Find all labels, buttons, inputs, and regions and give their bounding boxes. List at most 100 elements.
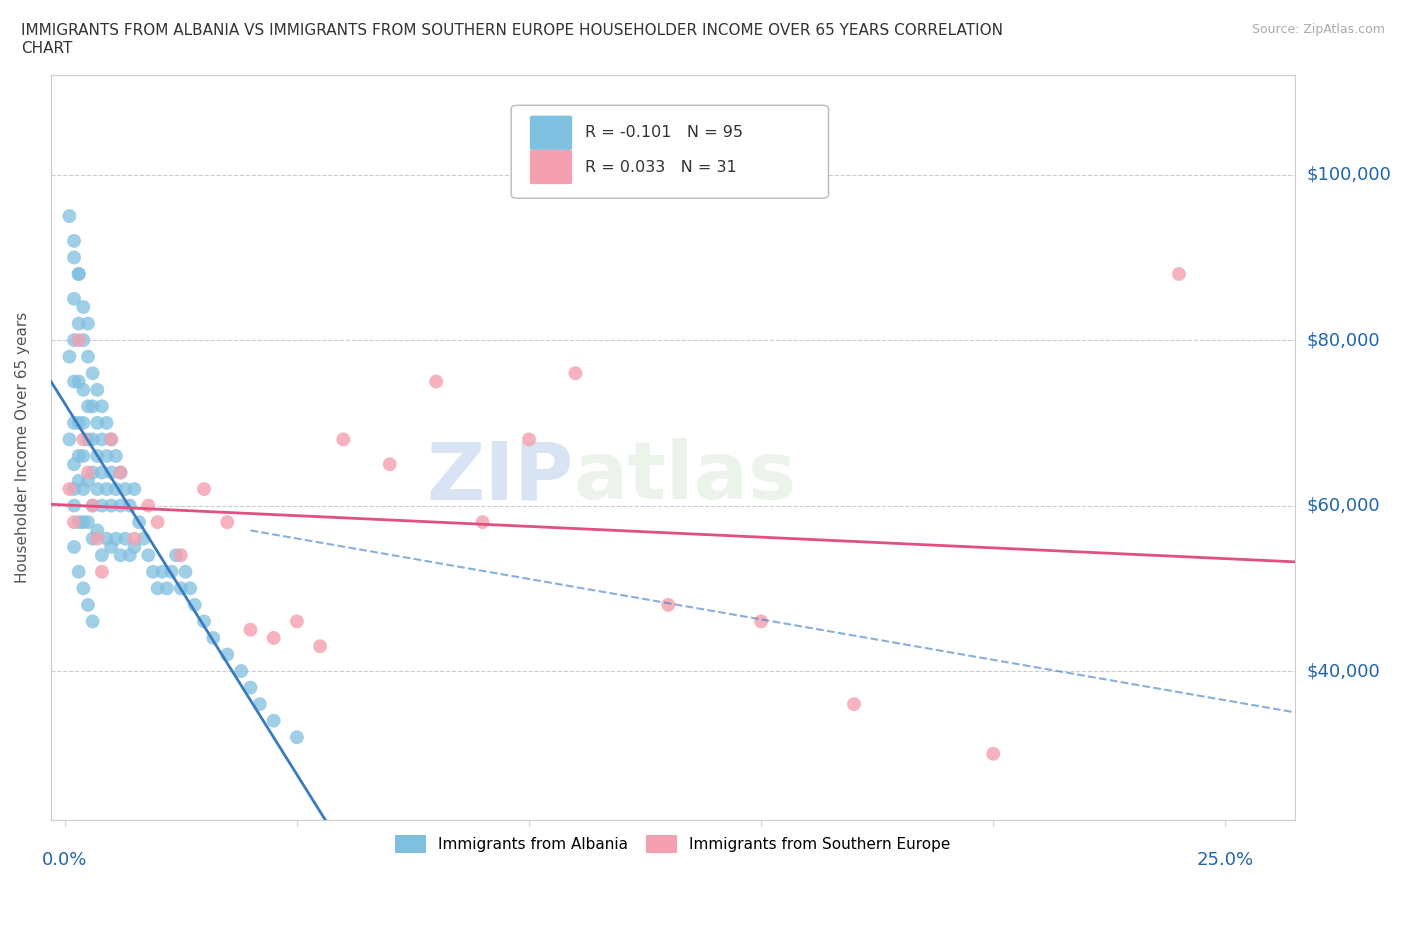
Point bbox=[82, 365, 104, 380]
Point bbox=[263, 631, 285, 645]
Point bbox=[90, 465, 112, 480]
Point bbox=[193, 482, 215, 497]
Text: $40,000: $40,000 bbox=[1306, 662, 1379, 680]
Point bbox=[77, 432, 100, 447]
Point bbox=[90, 565, 112, 579]
Point bbox=[100, 432, 122, 447]
Point bbox=[77, 316, 100, 331]
Point bbox=[170, 581, 193, 596]
Point bbox=[63, 233, 86, 248]
Text: $100,000: $100,000 bbox=[1306, 166, 1391, 184]
Text: $80,000: $80,000 bbox=[1306, 331, 1379, 349]
Text: $60,000: $60,000 bbox=[1306, 497, 1379, 514]
Point bbox=[77, 473, 100, 488]
Point bbox=[160, 565, 183, 579]
Point bbox=[842, 697, 865, 711]
Point bbox=[128, 514, 150, 529]
Point bbox=[72, 299, 94, 314]
Point bbox=[100, 498, 122, 513]
Point bbox=[67, 267, 90, 282]
Point bbox=[239, 622, 262, 637]
Point bbox=[100, 465, 122, 480]
Point bbox=[77, 514, 100, 529]
Point bbox=[309, 639, 332, 654]
Point bbox=[63, 250, 86, 265]
Point bbox=[86, 482, 108, 497]
Point bbox=[202, 631, 225, 645]
Point bbox=[136, 498, 159, 513]
Point bbox=[72, 416, 94, 431]
Point bbox=[67, 316, 90, 331]
Point bbox=[657, 597, 679, 612]
Point bbox=[77, 465, 100, 480]
Point bbox=[96, 416, 118, 431]
Point bbox=[86, 448, 108, 463]
Point bbox=[239, 680, 262, 695]
Point bbox=[77, 399, 100, 414]
Point bbox=[263, 713, 285, 728]
Point bbox=[170, 548, 193, 563]
Point bbox=[471, 514, 494, 529]
Point bbox=[110, 465, 132, 480]
Point bbox=[63, 539, 86, 554]
Point bbox=[110, 498, 132, 513]
Point bbox=[124, 482, 146, 497]
Point bbox=[63, 374, 86, 389]
Point bbox=[72, 382, 94, 397]
Point bbox=[179, 581, 201, 596]
Point bbox=[58, 432, 80, 447]
Point bbox=[58, 350, 80, 365]
Point bbox=[86, 531, 108, 546]
Text: 25.0%: 25.0% bbox=[1197, 851, 1254, 869]
Point bbox=[77, 597, 100, 612]
Point bbox=[86, 416, 108, 431]
Text: R = 0.033   N = 31: R = 0.033 N = 31 bbox=[585, 160, 737, 175]
Point bbox=[193, 614, 215, 629]
Point bbox=[96, 482, 118, 497]
Point bbox=[67, 514, 90, 529]
Point bbox=[86, 523, 108, 538]
Text: IMMIGRANTS FROM ALBANIA VS IMMIGRANTS FROM SOUTHERN EUROPE HOUSEHOLDER INCOME OV: IMMIGRANTS FROM ALBANIA VS IMMIGRANTS FR… bbox=[21, 23, 1002, 56]
Point bbox=[96, 448, 118, 463]
Point bbox=[118, 498, 141, 513]
Point bbox=[67, 473, 90, 488]
Point bbox=[285, 614, 308, 629]
Point bbox=[564, 365, 586, 380]
Point bbox=[72, 581, 94, 596]
Point bbox=[86, 382, 108, 397]
FancyBboxPatch shape bbox=[530, 115, 572, 150]
Point bbox=[82, 614, 104, 629]
Text: R = -0.101   N = 95: R = -0.101 N = 95 bbox=[585, 126, 742, 140]
Point bbox=[100, 432, 122, 447]
Point bbox=[90, 548, 112, 563]
Point bbox=[82, 432, 104, 447]
Point bbox=[142, 565, 165, 579]
Point bbox=[82, 531, 104, 546]
Point bbox=[217, 514, 239, 529]
Point bbox=[146, 581, 169, 596]
Point bbox=[165, 548, 187, 563]
Point bbox=[67, 333, 90, 348]
Point bbox=[63, 498, 86, 513]
Point bbox=[82, 498, 104, 513]
Point bbox=[104, 531, 127, 546]
Point bbox=[63, 514, 86, 529]
Point bbox=[72, 432, 94, 447]
Point bbox=[981, 747, 1004, 762]
Point bbox=[332, 432, 354, 447]
Point bbox=[110, 548, 132, 563]
Point bbox=[67, 267, 90, 282]
Point bbox=[104, 448, 127, 463]
Point bbox=[217, 647, 239, 662]
Point bbox=[285, 730, 308, 745]
Text: Source: ZipAtlas.com: Source: ZipAtlas.com bbox=[1251, 23, 1385, 36]
FancyBboxPatch shape bbox=[512, 105, 828, 198]
Point bbox=[104, 482, 127, 497]
Point bbox=[114, 482, 136, 497]
Point bbox=[63, 333, 86, 348]
Point bbox=[150, 565, 173, 579]
Point bbox=[72, 448, 94, 463]
Point bbox=[517, 432, 540, 447]
Point bbox=[63, 416, 86, 431]
Point bbox=[136, 548, 159, 563]
